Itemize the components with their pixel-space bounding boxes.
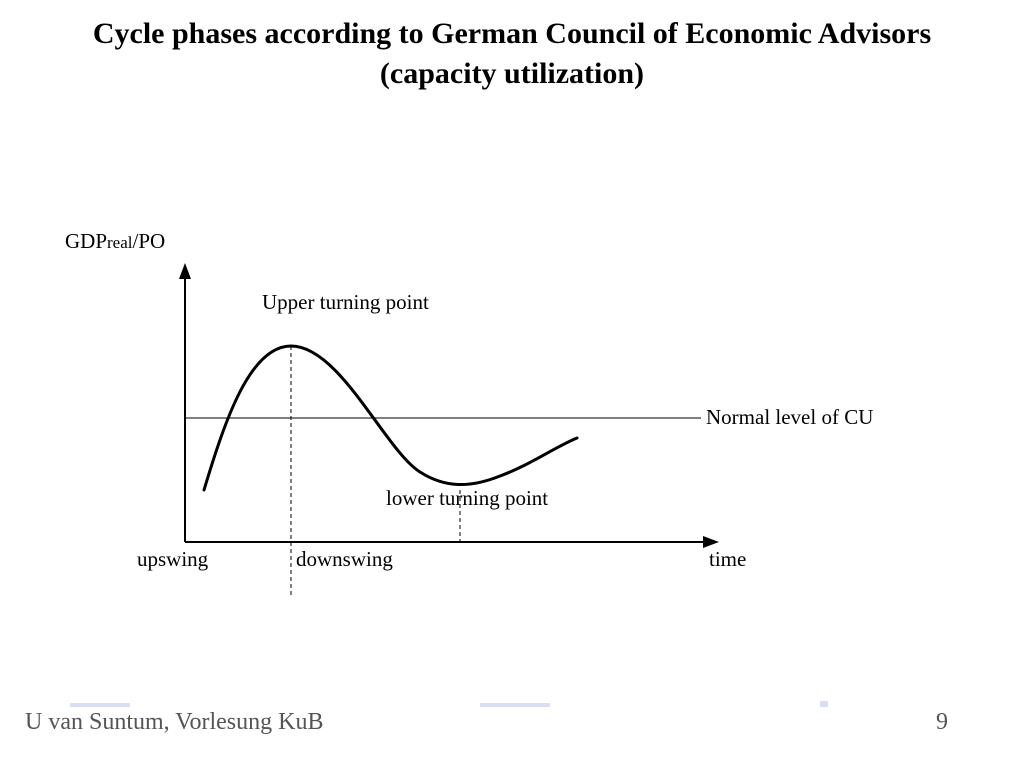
upper-turning-point-label: Upper turning point	[262, 290, 429, 314]
downswing-label: downswing	[296, 547, 393, 571]
y-axis-label: GDPreal/PO	[65, 229, 165, 253]
y-axis-arrowhead	[179, 263, 191, 279]
footer-ghost-strip	[70, 701, 828, 707]
x-axis-arrowhead	[703, 536, 719, 548]
x-axis-label: time	[709, 547, 746, 571]
slide-title: Cycle phases according to German Council…	[0, 14, 1024, 94]
lower-turning-point-label: lower turning point	[386, 486, 548, 510]
page-number: 9	[936, 709, 948, 735]
cycle-curve	[202, 344, 579, 492]
upswing-label: upswing	[137, 547, 209, 571]
title-line-2: (capacity utilization)	[379, 57, 645, 90]
footer-author: U van Suntum, Vorlesung KuB	[25, 709, 324, 735]
normal-level-label: Normal level of CU	[706, 405, 873, 429]
title-line-1: Cycle phases according to German Council…	[92, 17, 932, 50]
